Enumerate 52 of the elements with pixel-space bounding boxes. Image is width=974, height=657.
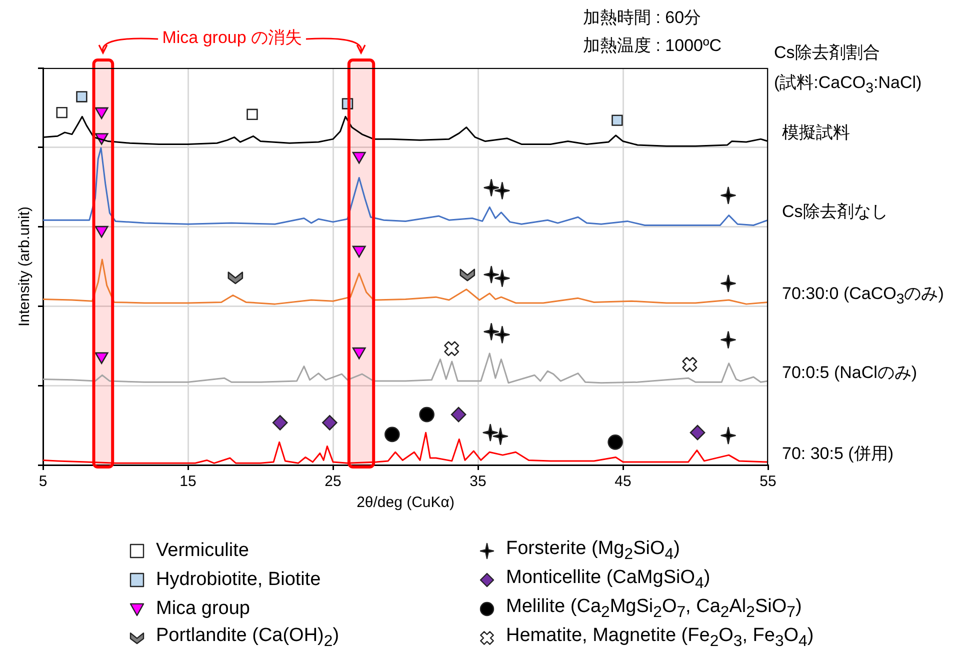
point	[246, 108, 258, 120]
x-tick-label: 55	[760, 473, 776, 490]
point	[450, 406, 466, 422]
x-tick-label: 35	[470, 473, 486, 490]
text: 加熱温度 : 1000ºC	[583, 35, 722, 57]
y-axis-title: Intensity (arb.unit)	[16, 206, 34, 327]
point	[494, 270, 510, 287]
legend-label: Monticellite (CaMgSiO$_{4}$)	[506, 566, 710, 592]
x-tick-label: 45	[614, 473, 632, 490]
point	[322, 415, 338, 430]
x-tick-label: 5	[38, 473, 48, 490]
point	[720, 274, 736, 292]
point	[484, 266, 499, 284]
text: Melilite (Ca$_{2}$MgSi$_{2}$O$_{7}$, Ca$_{2}$Al$_{2}$SiO$_{7}$)	[506, 596, 802, 620]
point	[482, 424, 498, 442]
point	[484, 178, 499, 196]
point	[419, 406, 434, 422]
point	[492, 428, 508, 445]
point	[720, 186, 736, 204]
text: Hematite, Magnetite (Fe$_{2}$O$_{3}$, Fe$_{3}$O$_{4}$)	[506, 624, 814, 650]
point	[272, 415, 288, 430]
series-label: 70: 30:5 (併用)	[782, 443, 894, 466]
legend-label: Portlandite (Ca(OH)$_{2}$)	[156, 624, 340, 650]
point	[720, 426, 736, 444]
point	[228, 272, 244, 284]
legend-label: Hydrobiotite, Biotite	[156, 568, 321, 590]
point	[384, 426, 400, 442]
series-label: 模擬試料	[782, 122, 850, 144]
text: Mica group の消失	[162, 27, 302, 49]
point	[608, 434, 623, 450]
point	[76, 91, 88, 102]
point	[444, 341, 460, 356]
point	[56, 106, 68, 118]
series-label: 70:0:5 (NaClのみ)	[782, 362, 918, 384]
legend-title: Cs除去剤割合 (試料:CaCO$_{3}$:NaCl)	[774, 42, 922, 98]
x-tick-label: 25	[324, 473, 342, 490]
point	[612, 114, 623, 126]
legend-label: Forsterite (Mg$_{2}$SiO$_{4}$)	[506, 538, 680, 564]
x-tick-label: 15	[180, 473, 196, 490]
point	[460, 268, 476, 282]
x-axis-title: 2θ/deg (CuKα)	[356, 494, 454, 512]
series-label: 70:30:0 (CaCO$_{3}$のみ)	[782, 283, 944, 308]
legend-label: Mica group	[156, 598, 250, 620]
text: 加熱時間 : 60分	[583, 7, 702, 29]
point	[494, 326, 510, 344]
series-label: Cs除去剤なし	[782, 201, 888, 224]
point	[494, 182, 510, 200]
point	[720, 331, 736, 348]
legend-label: Vermiculite	[156, 540, 249, 562]
point	[690, 424, 706, 440]
point	[682, 356, 698, 372]
point	[484, 322, 499, 340]
